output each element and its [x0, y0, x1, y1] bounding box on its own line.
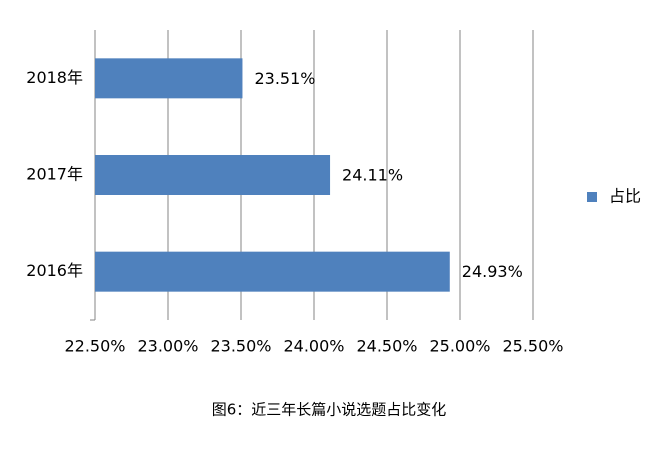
y-tick-label: 2016年 — [26, 261, 83, 280]
y-tick-label: 2017年 — [26, 165, 83, 184]
bar — [95, 251, 450, 292]
x-tick-label: 23.00% — [137, 337, 198, 356]
bar — [95, 155, 331, 195]
data-label: 24.93% — [462, 262, 523, 281]
x-tick-label: 23.50% — [210, 337, 271, 356]
x-tick-label: 25.50% — [502, 337, 563, 356]
y-tick-label: 2018年 — [26, 68, 83, 87]
data-label: 23.51% — [254, 69, 315, 88]
x-tick-label: 25.00% — [429, 337, 490, 356]
x-tick-label: 22.50% — [64, 337, 125, 356]
chart-title: 图6：近三年长篇小说选题占比变化 — [212, 401, 447, 419]
x-tick-label: 24.00% — [283, 337, 344, 356]
data-label: 24.11% — [342, 166, 403, 185]
x-tick-label: 24.50% — [356, 337, 417, 356]
legend-label: 占比 — [609, 187, 641, 206]
legend-swatch — [587, 192, 597, 202]
bar — [95, 58, 243, 99]
